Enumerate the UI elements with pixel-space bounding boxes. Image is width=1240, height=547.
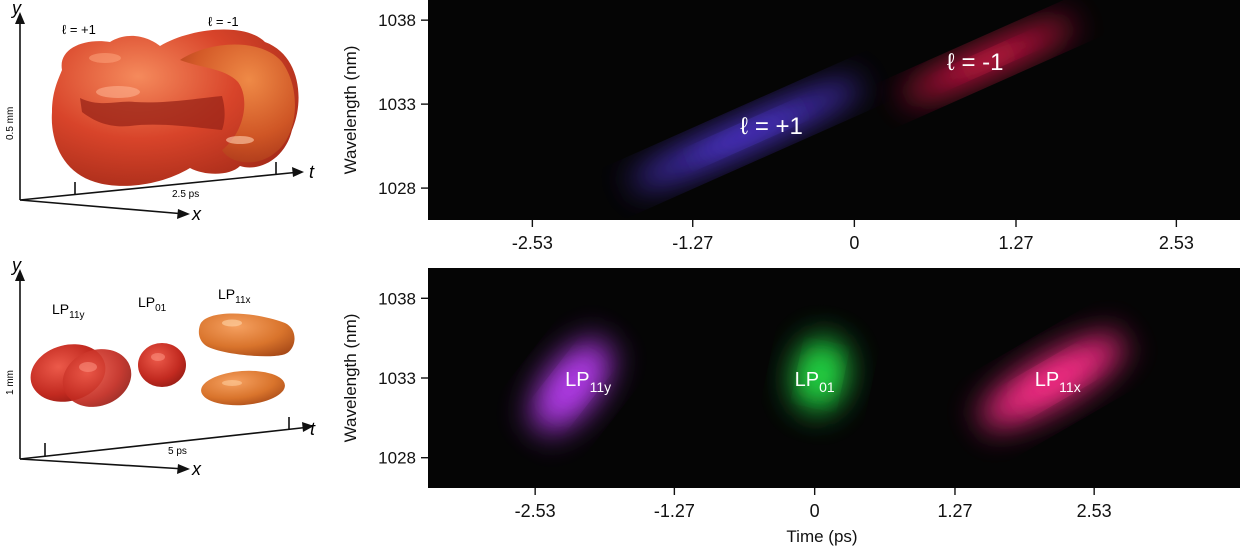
mode-label-lp11x: LP11x xyxy=(218,286,251,306)
chart-0: 1028 1033 1038 -2.53 -1.27 0 1.27 2.53 Wavelengt… xyxy=(341,0,1240,253)
x-axis-label: Time (ps) xyxy=(786,527,857,546)
mode-label-lp01: LP01 xyxy=(138,294,167,314)
chart-1: 1028 1033 1038 -2.53 -1.27 0 1.27 2.53 Wavelengt… xyxy=(341,268,1240,546)
x-tick-label: 1.27 xyxy=(998,233,1033,253)
annotation-label: LP11x xyxy=(1035,369,1081,395)
scale-vertical-label: 1 mm xyxy=(5,370,16,395)
vortex-pulse-blob xyxy=(51,29,299,186)
y-tick-label: 1033 xyxy=(378,95,416,114)
annotation-label: LP11y xyxy=(565,369,611,395)
y-tick-label: 1028 xyxy=(378,449,416,468)
mode-blob-lp11y xyxy=(30,344,132,407)
blob-core xyxy=(949,42,1027,79)
axis-t-label: t xyxy=(309,162,315,182)
mode-blob-lp01 xyxy=(138,343,186,387)
axis-y-label: y xyxy=(10,0,22,18)
blob-core xyxy=(553,365,590,407)
blob-core xyxy=(694,110,799,159)
scale-time-label: 5 ps xyxy=(168,446,187,457)
plot-area xyxy=(428,0,1240,220)
y-tick-label: 1038 xyxy=(378,11,416,30)
x-tick-label: -1.27 xyxy=(672,233,713,253)
axes-bottom xyxy=(19,277,311,470)
annotation-label: ℓ = +1 xyxy=(740,113,802,140)
mode-label-plus: ℓ = +1 xyxy=(62,22,96,37)
axis-x-label: x xyxy=(191,204,202,224)
y-tick-label: 1028 xyxy=(378,179,416,198)
scale-vertical-label: 0.5 mm xyxy=(5,107,16,140)
annotation-label: LP01 xyxy=(795,369,835,395)
schematic-bottom: y t x LP11y LP01 LP11x 5 ps 1 mm xyxy=(5,255,316,479)
y-axis-label: Wavelength (nm) xyxy=(341,314,360,443)
x-tick-label: 1.27 xyxy=(937,501,972,521)
axis-y-label: y xyxy=(10,255,22,275)
x-tick-label: 0 xyxy=(810,501,820,521)
scale-time-label: 2.5 ps xyxy=(172,189,199,200)
blob-core xyxy=(808,358,833,392)
axes-top xyxy=(19,20,301,215)
y-tick-label: 1038 xyxy=(378,289,416,308)
x-tick-label: 2.53 xyxy=(1159,233,1194,253)
annotation-label: ℓ = -1 xyxy=(947,49,1003,76)
x-tick-label: -2.53 xyxy=(515,501,556,521)
mode-label-minus: ℓ = -1 xyxy=(208,14,239,29)
y-tick-label: 1033 xyxy=(378,369,416,388)
x-tick-label: 2.53 xyxy=(1077,501,1112,521)
x-tick-label: -2.53 xyxy=(512,233,553,253)
axis-t-label: t xyxy=(310,419,316,439)
mode-blob-lp11x xyxy=(198,313,295,406)
blob-core xyxy=(1019,360,1085,402)
mode-label-lp11y: LP11y xyxy=(52,301,85,321)
y-axis-label: Wavelength (nm) xyxy=(341,46,360,175)
x-tick-label: 0 xyxy=(849,233,859,253)
x-tick-label: -1.27 xyxy=(654,501,695,521)
axis-x-label: x xyxy=(191,459,202,479)
schematic-top: y t x ℓ = +1 ℓ = -1 2.5 ps 0.5 mm xyxy=(5,0,315,224)
